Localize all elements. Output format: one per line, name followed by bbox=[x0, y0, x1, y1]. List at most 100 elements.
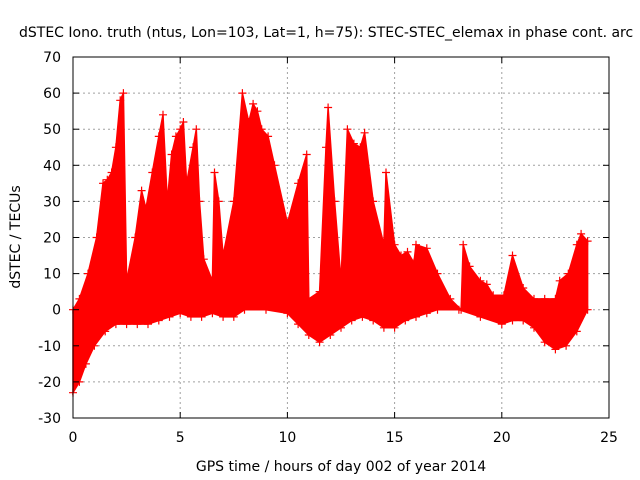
data-point-lower bbox=[422, 309, 431, 318]
data-point-lower bbox=[583, 305, 592, 314]
data-point-lower bbox=[165, 312, 174, 321]
data-point-upper bbox=[540, 294, 549, 303]
data-point-lower bbox=[337, 323, 345, 332]
data-point-upper bbox=[315, 287, 324, 296]
y-axis-label: dSTEC / TECUs bbox=[8, 185, 24, 288]
data-point-lower bbox=[81, 359, 90, 368]
data-point-lower bbox=[562, 341, 571, 350]
data-point-lower bbox=[401, 316, 410, 325]
data-point-upper bbox=[192, 125, 201, 134]
y-tick-label: 0 bbox=[52, 303, 61, 319]
data-point-upper bbox=[119, 89, 128, 98]
data-point-upper bbox=[337, 276, 345, 285]
data-point-upper bbox=[324, 103, 333, 112]
x-tick-label: 5 bbox=[176, 430, 185, 446]
data-point-upper bbox=[294, 179, 303, 188]
data-point-upper bbox=[176, 125, 185, 134]
data-point-upper bbox=[422, 244, 431, 253]
data-point-lower bbox=[186, 312, 195, 321]
data-point-upper bbox=[577, 229, 586, 238]
data-point-lower bbox=[283, 309, 292, 318]
data-point-upper bbox=[171, 132, 180, 141]
data-point-lower bbox=[412, 312, 420, 321]
data-point-upper bbox=[519, 284, 528, 292]
data-point-lower bbox=[219, 312, 228, 321]
data-point-lower bbox=[540, 338, 549, 347]
data-point-lower bbox=[294, 320, 303, 329]
data-point-lower bbox=[379, 323, 388, 332]
data-point-upper bbox=[349, 139, 358, 148]
data-point-upper bbox=[182, 179, 191, 188]
data-point-lower bbox=[326, 331, 335, 339]
data-point-upper bbox=[379, 240, 388, 249]
data-point-lower bbox=[369, 316, 378, 325]
data-point-upper bbox=[103, 175, 112, 184]
data-point-upper bbox=[564, 269, 573, 278]
data-point-upper bbox=[551, 294, 560, 303]
data-point-upper bbox=[508, 251, 517, 260]
data-point-upper bbox=[369, 197, 378, 206]
data-point-upper bbox=[322, 143, 330, 152]
data-point-upper bbox=[583, 237, 592, 246]
data-point-upper bbox=[433, 269, 442, 278]
x-tick-label: 10 bbox=[278, 430, 296, 446]
data-point-upper bbox=[555, 276, 564, 285]
data-point-upper bbox=[238, 89, 247, 98]
data-point-lower bbox=[208, 309, 217, 318]
y-tick-label: 50 bbox=[43, 122, 61, 138]
data-point-upper bbox=[257, 125, 266, 134]
data-point-upper bbox=[499, 291, 508, 300]
data-point-lower bbox=[122, 320, 131, 329]
data-point-upper bbox=[210, 168, 219, 177]
data-point-lower bbox=[551, 345, 560, 354]
data-point-upper bbox=[397, 251, 405, 260]
data-point-upper bbox=[189, 143, 198, 152]
y-tick-label: 20 bbox=[43, 231, 61, 247]
data-point-upper bbox=[253, 107, 262, 116]
data-point-lower bbox=[476, 312, 485, 321]
data-point-upper bbox=[92, 233, 101, 242]
data-point-upper bbox=[530, 294, 538, 303]
y-tick-label: 60 bbox=[43, 86, 61, 102]
data-point-lower bbox=[90, 341, 99, 350]
data-point-lower bbox=[229, 312, 238, 321]
x-tick-label: 25 bbox=[600, 430, 618, 446]
data-point-upper bbox=[249, 99, 258, 108]
data-point-upper bbox=[141, 204, 150, 213]
x-tick-label: 0 bbox=[69, 430, 78, 446]
data-point-upper bbox=[264, 132, 273, 141]
y-tick-label: 40 bbox=[43, 158, 61, 174]
data-series bbox=[69, 89, 592, 397]
data-point-upper bbox=[219, 251, 228, 260]
data-point-upper bbox=[572, 240, 581, 249]
data-point-lower bbox=[530, 323, 538, 332]
x-tick-labels: 0 5 10 15 20 25 bbox=[69, 430, 618, 446]
data-point-lower bbox=[304, 331, 313, 339]
data-point-lower bbox=[144, 320, 152, 329]
data-point-upper bbox=[330, 197, 339, 206]
y-tick-label: -20 bbox=[38, 375, 61, 391]
x-axis-label: GPS time / hours of day 002 of year 2014 bbox=[196, 459, 486, 475]
data-point-lower bbox=[315, 338, 324, 347]
data-point-upper bbox=[476, 276, 485, 285]
data-point-upper bbox=[163, 197, 172, 206]
data-point-upper bbox=[482, 280, 491, 289]
y-tick-label: 70 bbox=[43, 50, 61, 66]
data-point-lower bbox=[133, 320, 142, 329]
y-tick-labels: -30 -20 -10 0 10 20 30 40 50 60 70 bbox=[38, 50, 61, 427]
data-point-upper bbox=[403, 247, 412, 256]
data-point-upper bbox=[199, 255, 208, 264]
data-point-upper bbox=[208, 276, 217, 285]
chart-title: dSTEC Iono. truth (ntus, Lon=103, Lat=1,… bbox=[19, 25, 633, 41]
data-point-lower bbox=[176, 309, 185, 318]
y-tick-label: -30 bbox=[38, 411, 61, 427]
data-point-lower bbox=[454, 305, 463, 314]
data-point-upper bbox=[304, 294, 313, 303]
data-point-upper bbox=[412, 240, 420, 249]
data-point-lower bbox=[154, 316, 163, 325]
y-tick-label: 30 bbox=[43, 194, 61, 210]
data-point-upper bbox=[84, 269, 92, 278]
x-tick-label: 15 bbox=[386, 430, 404, 446]
data-point-upper bbox=[356, 143, 365, 152]
